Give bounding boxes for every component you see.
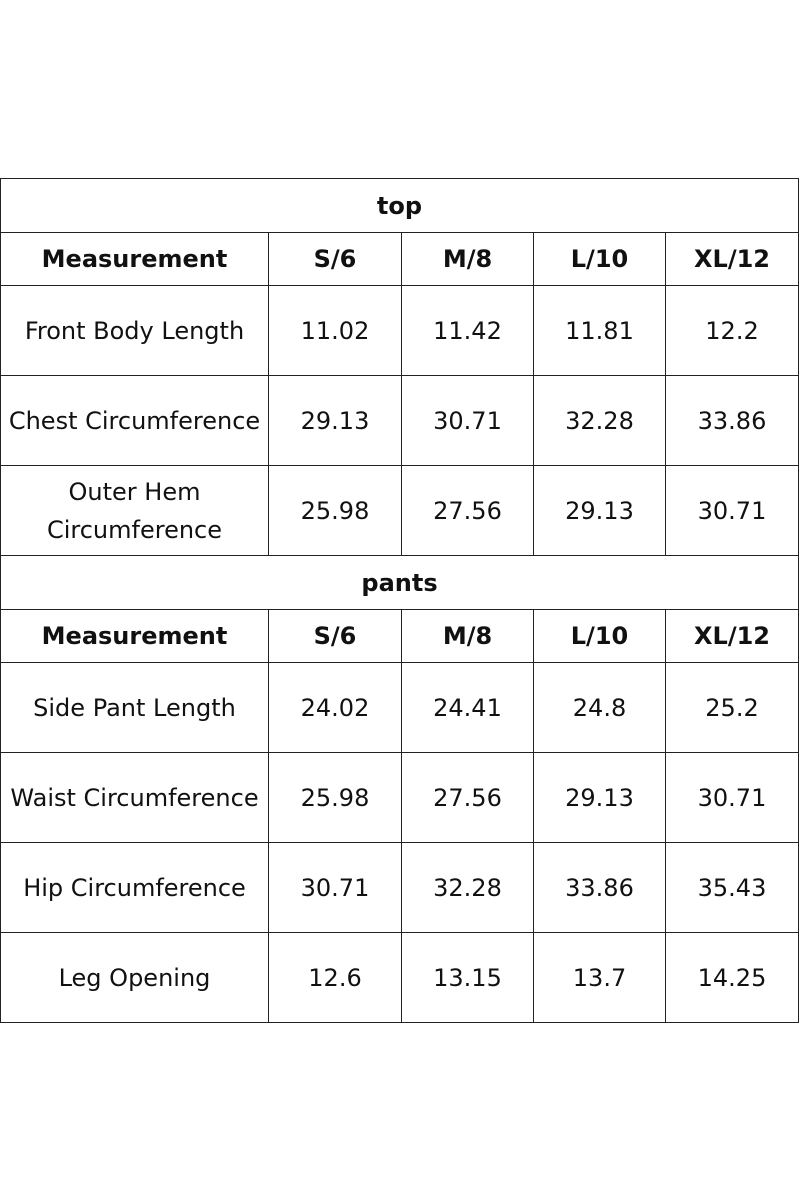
size-value: 32.28 bbox=[533, 375, 666, 466]
data-row: Waist Circumference 25.98 27.56 29.13 30.71 bbox=[0, 752, 799, 843]
size-value: 12.2 bbox=[665, 285, 799, 376]
size-value: 32.28 bbox=[401, 842, 534, 933]
size-value: 33.86 bbox=[665, 375, 799, 466]
header-row: Measurement S/6 M/8 L/10 XL/12 bbox=[0, 232, 799, 286]
size-value: 29.13 bbox=[268, 375, 402, 466]
measurement-name: Outer Hem Circumference bbox=[0, 465, 269, 556]
size-value: 11.81 bbox=[533, 285, 666, 376]
measurement-name: Side Pant Length bbox=[0, 662, 269, 753]
size-value: 29.13 bbox=[533, 465, 666, 556]
measurement-name: Waist Circumference bbox=[0, 752, 269, 843]
size-value: 29.13 bbox=[533, 752, 666, 843]
header-cell: M/8 bbox=[401, 609, 534, 663]
size-value: 11.02 bbox=[268, 285, 402, 376]
header-cell: XL/12 bbox=[665, 232, 799, 286]
header-cell: M/8 bbox=[401, 232, 534, 286]
section-title-row: top bbox=[0, 178, 799, 233]
header-cell: L/10 bbox=[533, 609, 666, 663]
data-row: Side Pant Length 24.02 24.41 24.8 25.2 bbox=[0, 662, 799, 753]
size-value: 24.02 bbox=[268, 662, 402, 753]
header-cell: S/6 bbox=[268, 232, 402, 286]
size-chart: top Measurement S/6 M/8 L/10 XL/12 Front Body … bbox=[0, 178, 799, 1023]
data-row: Front Body Length 11.02 11.42 11.81 12.2 bbox=[0, 285, 799, 376]
size-value: 24.8 bbox=[533, 662, 666, 753]
measurement-name: Front Body Length bbox=[0, 285, 269, 376]
section-title: top bbox=[0, 178, 799, 233]
header-cell: Measurement bbox=[0, 232, 269, 286]
size-value: 33.86 bbox=[533, 842, 666, 933]
measurement-name: Hip Circumference bbox=[0, 842, 269, 933]
size-value: 12.6 bbox=[268, 932, 402, 1023]
header-cell: XL/12 bbox=[665, 609, 799, 663]
size-value: 25.98 bbox=[268, 465, 402, 556]
size-value: 24.41 bbox=[401, 662, 534, 753]
section-title: pants bbox=[0, 555, 799, 610]
size-value: 13.15 bbox=[401, 932, 534, 1023]
size-value: 25.2 bbox=[665, 662, 799, 753]
section-title-row: pants bbox=[0, 555, 799, 610]
size-value: 11.42 bbox=[401, 285, 534, 376]
size-value: 35.43 bbox=[665, 842, 799, 933]
data-row: Leg Opening 12.6 13.15 13.7 14.25 bbox=[0, 932, 799, 1023]
size-value: 27.56 bbox=[401, 465, 534, 556]
size-value: 27.56 bbox=[401, 752, 534, 843]
size-value: 30.71 bbox=[268, 842, 402, 933]
size-value: 13.7 bbox=[533, 932, 666, 1023]
table-body: top Measurement S/6 M/8 L/10 XL/12 Front Body … bbox=[0, 178, 799, 1023]
header-row: Measurement S/6 M/8 L/10 XL/12 bbox=[0, 609, 799, 663]
size-value: 14.25 bbox=[665, 932, 799, 1023]
data-row: Outer Hem Circumference 25.98 27.56 29.13 30… bbox=[0, 465, 799, 556]
data-row: Hip Circumference 30.71 32.28 33.86 35.43 bbox=[0, 842, 799, 933]
size-value: 30.71 bbox=[401, 375, 534, 466]
size-value: 30.71 bbox=[665, 465, 799, 556]
size-value: 25.98 bbox=[268, 752, 402, 843]
size-value: 30.71 bbox=[665, 752, 799, 843]
measurement-name: Leg Opening bbox=[0, 932, 269, 1023]
measurement-name: Chest Circumference bbox=[0, 375, 269, 466]
header-cell: L/10 bbox=[533, 232, 666, 286]
data-row: Chest Circumference 29.13 30.71 32.28 33.86 bbox=[0, 375, 799, 466]
header-cell: Measurement bbox=[0, 609, 269, 663]
header-cell: S/6 bbox=[268, 609, 402, 663]
